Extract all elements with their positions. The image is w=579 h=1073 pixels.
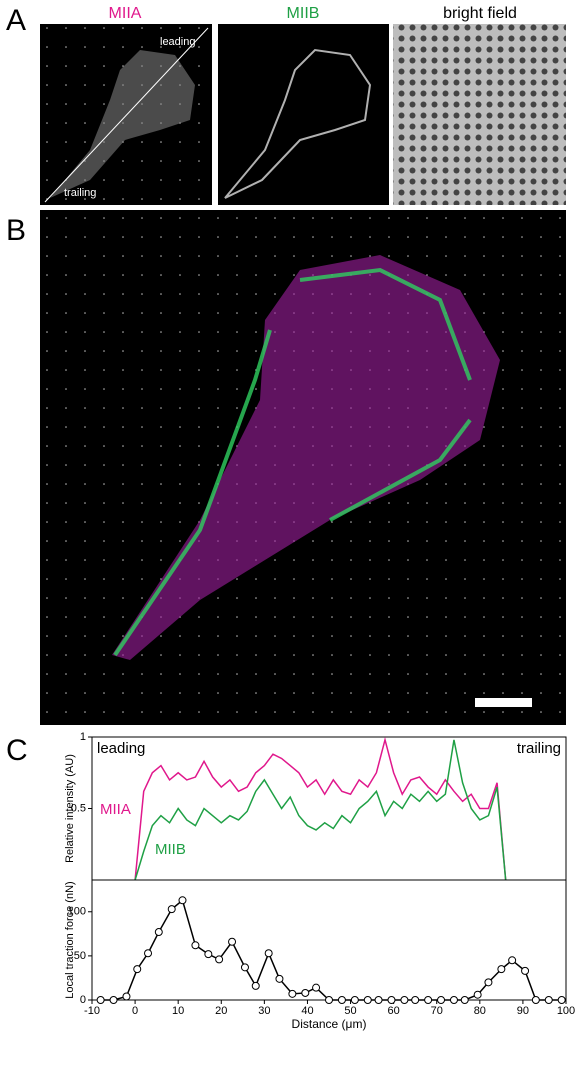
series-line (134, 736, 507, 881)
annotation: trailing (517, 740, 561, 757)
panel-label: C (6, 734, 28, 767)
x-tick-label: 100 (557, 1005, 575, 1017)
marker (460, 996, 469, 1004)
y-axis-label: Local traction force (nN) (64, 881, 76, 998)
marker (325, 996, 333, 1004)
cell (224, 48, 372, 199)
marker (374, 996, 383, 1004)
y-axis-label: Relative intensity (AU) (64, 754, 76, 863)
marker (122, 992, 131, 1001)
x-axis-label: Distance (μm) (292, 1017, 367, 1031)
image-title: MIIA (109, 5, 142, 22)
cell (112, 255, 500, 660)
marker (350, 996, 359, 1004)
marker (178, 896, 187, 905)
series-label: MIIB (155, 841, 186, 858)
marker (484, 978, 493, 987)
marker (424, 996, 433, 1004)
marker (240, 963, 249, 972)
image-title: bright field (443, 5, 517, 22)
marker (288, 989, 297, 998)
y-tick-label: 100 (68, 906, 86, 918)
marker (387, 996, 396, 1004)
marker (251, 981, 260, 990)
marker (544, 996, 553, 1004)
x-tick-label: 40 (301, 1005, 313, 1017)
marker (312, 983, 321, 992)
marker (449, 996, 458, 1004)
panel-label: A (6, 4, 26, 37)
marker (275, 974, 284, 983)
marker (228, 937, 237, 946)
series-line (134, 739, 507, 881)
marker (215, 955, 224, 964)
marker (337, 996, 346, 1004)
marker (473, 990, 482, 999)
marker (191, 941, 200, 950)
marker (508, 956, 517, 965)
marker (521, 966, 530, 975)
marker (204, 950, 213, 959)
y-tick-label: 50 (74, 950, 86, 962)
micrograph (218, 24, 389, 205)
scale-bar (475, 698, 532, 707)
marker (437, 996, 446, 1004)
series-label: MIIA (100, 801, 131, 818)
x-tick-label: -10 (84, 1005, 100, 1017)
y-tick-label: 0 (80, 994, 86, 1006)
y-tick-label: 0.5 (71, 802, 86, 814)
marker (154, 928, 163, 937)
marker (363, 996, 372, 1004)
panel-label: B (6, 214, 26, 247)
marker (301, 988, 310, 997)
cell-edge (113, 267, 472, 657)
marker (497, 965, 506, 974)
plot-frame (91, 879, 567, 1001)
x-tick-label: 60 (388, 1005, 400, 1017)
marker (109, 996, 118, 1004)
marker (167, 905, 176, 914)
marker (400, 996, 409, 1004)
x-tick-label: 50 (344, 1005, 356, 1017)
x-tick-label: 90 (517, 1005, 529, 1017)
x-tick-label: 0 (132, 1005, 138, 1017)
marker (133, 965, 142, 974)
divider (44, 27, 209, 203)
marker (531, 996, 540, 1004)
x-tick-label: 70 (431, 1005, 443, 1017)
annotation: leading (97, 740, 145, 757)
x-tick-label: 80 (474, 1005, 486, 1017)
marker (264, 949, 273, 958)
micrograph (393, 24, 566, 205)
x-tick-label: 20 (215, 1005, 227, 1017)
image-note: trailing (64, 187, 96, 199)
marker (144, 949, 153, 958)
cell (50, 50, 195, 198)
x-tick-label: 10 (172, 1005, 184, 1017)
series-line (100, 898, 562, 1001)
x-tick-label: 30 (258, 1005, 270, 1017)
marker (557, 996, 566, 1004)
y-tick-label: 1 (80, 731, 86, 743)
image-note: leading (160, 36, 195, 48)
image-title: MIIB (287, 5, 320, 22)
marker (96, 996, 105, 1004)
plot-frame (91, 736, 567, 881)
marker (411, 996, 420, 1004)
